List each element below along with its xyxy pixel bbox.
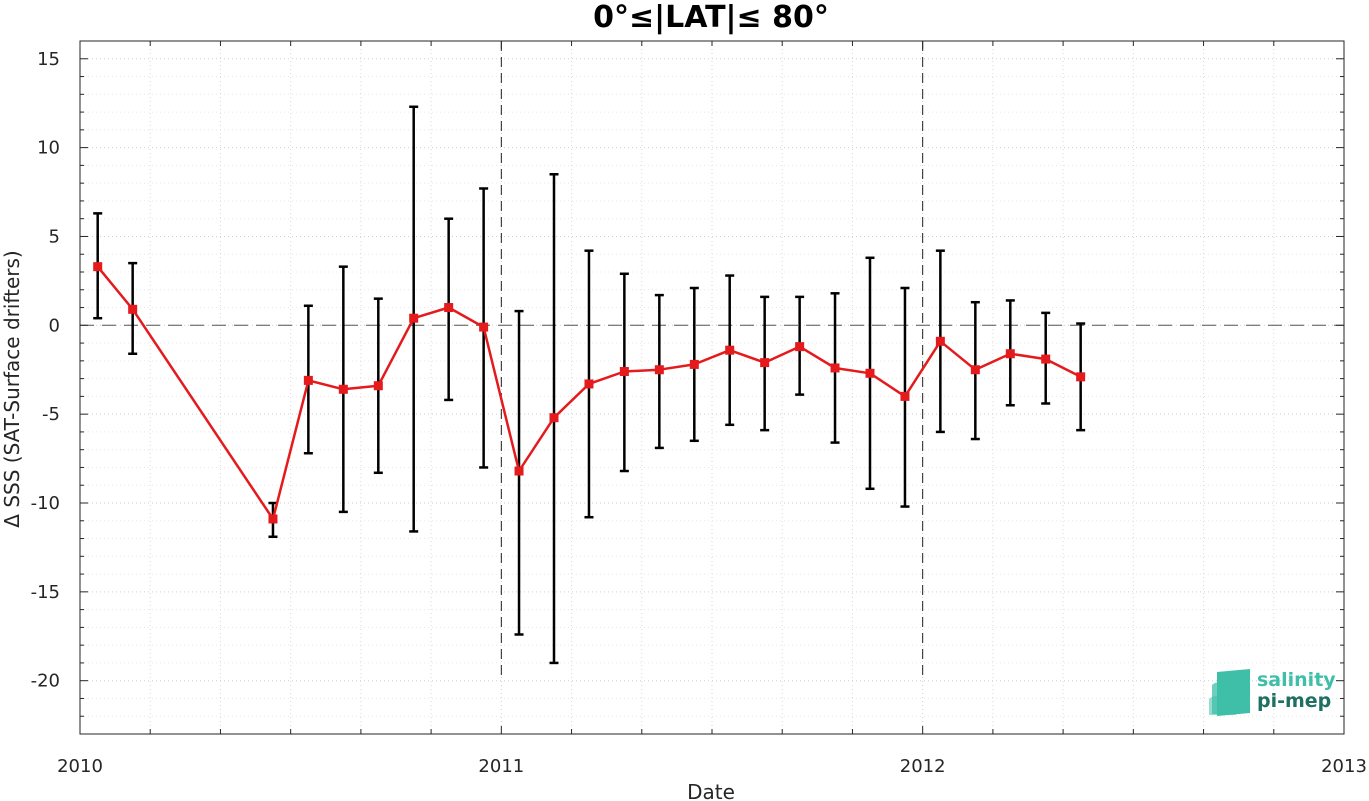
data-point-marker — [654, 365, 664, 375]
x-tick-label: 2011 — [478, 756, 524, 777]
data-point-marker — [303, 375, 313, 385]
data-point-marker — [900, 391, 910, 401]
data-point-marker — [1076, 372, 1086, 382]
x-tick-label: 2010 — [57, 756, 103, 777]
reference-lines — [80, 41, 1344, 681]
data-point-marker — [373, 381, 383, 391]
data-point-marker — [725, 345, 735, 355]
data-point-marker — [1041, 354, 1051, 364]
data-point-marker — [865, 368, 875, 378]
x-axis-ticks: 2010 2011 2012 2013 — [57, 41, 1367, 777]
data-point-marker — [93, 262, 103, 272]
data-point-marker — [619, 367, 629, 377]
y-tick-label: 5 — [49, 226, 60, 247]
grid — [79, 40, 1345, 735]
data-point-marker — [935, 336, 945, 346]
data-point-marker — [338, 384, 348, 394]
data-point-marker — [444, 303, 454, 313]
data-point-marker — [830, 363, 840, 373]
data-point-marker — [584, 379, 594, 389]
y-tick-label: -15 — [31, 582, 60, 603]
series-markers — [93, 262, 1086, 524]
data-point-marker — [970, 365, 980, 375]
y-axis-ticks: 15 10 5 0 -5 -10 -15 -20 — [31, 40, 1344, 735]
chart-title: 0°≤|LAT|≤ 80° — [593, 0, 829, 35]
x-axis-label: Date — [687, 780, 735, 801]
y-tick-label: -10 — [31, 493, 60, 514]
logo-text-pi-mep: pi-mep — [1257, 690, 1331, 712]
data-point-marker — [409, 313, 419, 323]
data-point-marker — [1005, 349, 1015, 359]
y-tick-label: 0 — [49, 315, 60, 336]
data-point-marker — [128, 304, 138, 314]
y-axis-label: Δ SSS (SAT-Surface drifters) — [0, 250, 24, 527]
data-point-marker — [760, 358, 770, 368]
data-point-marker — [549, 413, 559, 423]
x-tick-label: 2012 — [900, 756, 946, 777]
y-tick-label: 15 — [37, 49, 60, 70]
data-point-marker — [795, 342, 805, 352]
data-point-marker — [479, 322, 489, 332]
logo-wave-icon — [1209, 669, 1250, 716]
data-point-marker — [514, 466, 524, 476]
y-tick-label: -20 — [31, 671, 60, 692]
series-line — [96, 265, 1082, 521]
y-tick-label: -5 — [42, 404, 60, 425]
y-tick-label: 10 — [37, 138, 60, 159]
data-point-marker — [689, 359, 699, 369]
data-point-marker — [268, 514, 278, 524]
logo-text-salinity: salinity — [1257, 669, 1336, 691]
salinity-pi-mep-logo: salinity pi-mep — [1209, 669, 1336, 716]
x-tick-label: 2013 — [1321, 756, 1367, 777]
plot-frame — [79, 40, 1345, 735]
